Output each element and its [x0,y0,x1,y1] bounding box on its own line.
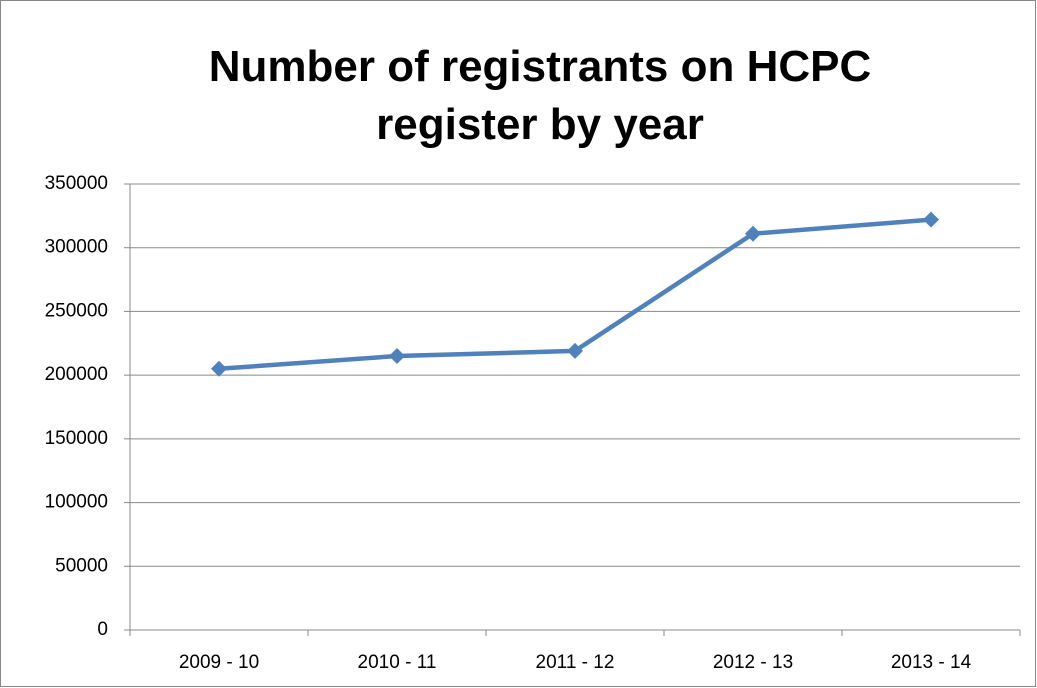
y-tick-label: 250000 [45,300,108,321]
y-tick-label: 150000 [45,428,108,449]
y-tick-label: 200000 [45,364,108,385]
data-point [923,211,939,228]
x-tick-label: 2013 - 14 [891,652,972,673]
y-tick-label: 0 [97,619,108,640]
x-tick-label: 2010 - 11 [358,652,437,673]
data-point [745,225,761,242]
data-point [211,360,227,377]
y-tick-label: 50000 [55,555,108,576]
data-point [389,348,405,365]
x-tick-label: 2012 - 13 [713,652,793,673]
data-point [567,342,583,359]
x-tick-label: 2011 - 12 [536,652,615,673]
x-tick-label: 2009 - 10 [179,652,259,673]
y-tick-label: 100000 [45,492,108,513]
y-tick-label: 350000 [45,173,108,194]
chart-title: Number of registrants on HCPC register b… [208,42,872,149]
y-tick-label: 300000 [45,237,108,258]
